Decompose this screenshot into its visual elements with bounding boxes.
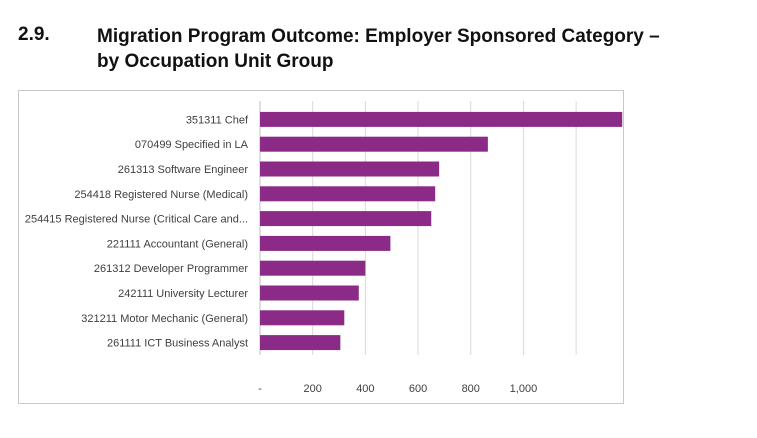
section-title-line-1: Migration Program Outcome: Employer Spon…: [97, 26, 660, 47]
bar-8: [260, 285, 359, 301]
category-label-10: 261111 ICT Business Analyst: [107, 338, 248, 350]
category-label-5: 254415 Registered Nurse (Critical Care a…: [25, 214, 248, 226]
category-label-1: 351311 Chef: [186, 114, 249, 126]
chart-frame: 351311 Chef 070499 Specified in LA 261313 …: [18, 90, 624, 404]
bar-1: [260, 111, 623, 127]
bar-9: [260, 310, 345, 326]
bar-7: [260, 260, 366, 276]
section-title-line-2: by Occupation Unit Group: [97, 51, 334, 72]
bar-4: [260, 186, 436, 202]
bar-chart: 351311 Chef 070499 Specified in LA 261313 …: [25, 101, 623, 395]
bar-5: [260, 211, 432, 227]
bar-2: [260, 136, 488, 152]
x-tick-label-2: 200: [304, 383, 322, 395]
category-label-4: 254418 Registered Nurse (Medical): [74, 189, 248, 201]
category-label-3: 261313 Software Engineer: [118, 164, 249, 176]
bar-6: [260, 235, 391, 251]
x-tick-label-3: 400: [356, 383, 374, 395]
x-tick-label-5: 800: [462, 383, 480, 395]
category-label-7: 261312 Developer Programmer: [94, 263, 248, 275]
category-label-2: 070499 Specified in LA: [135, 139, 249, 151]
x-tick-label-6: 1,000: [510, 383, 538, 395]
section-number: 2.9.: [18, 24, 50, 45]
category-label-8: 242111 University Lecturer: [118, 288, 248, 300]
section-title: Migration Program Outcome: Employer Spon…: [97, 24, 717, 74]
x-tick-label-4: 600: [409, 383, 427, 395]
bar-3: [260, 161, 440, 177]
category-label-6: 221111 Accountant (General): [107, 238, 248, 250]
bar-10: [260, 335, 341, 351]
category-label-9: 321211 Motor Mechanic (General): [81, 313, 248, 325]
x-tick-label-1: -: [258, 383, 262, 395]
